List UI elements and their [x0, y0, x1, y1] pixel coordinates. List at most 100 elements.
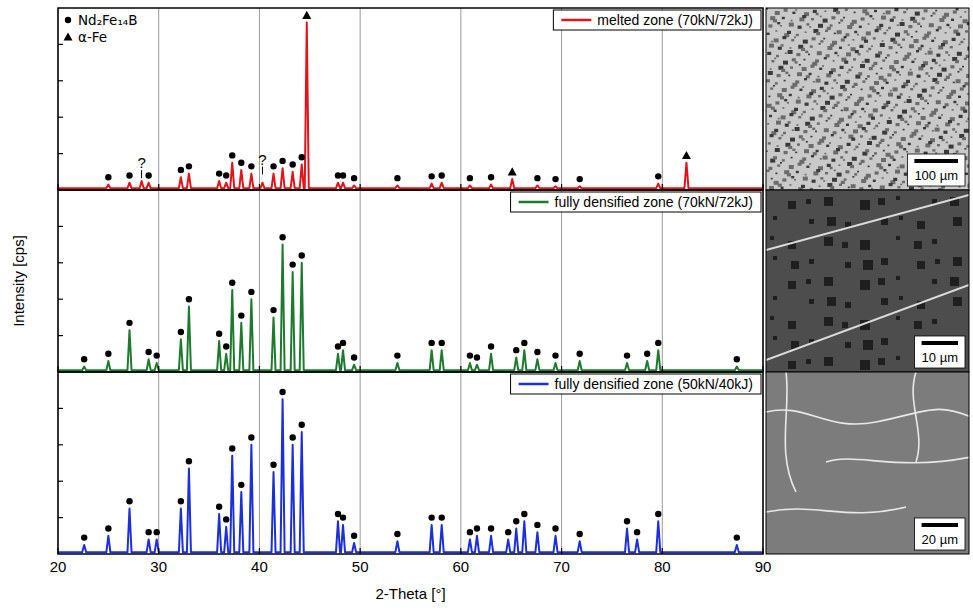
- phase-marker: [178, 329, 184, 335]
- grain: [860, 64, 865, 68]
- grain: [767, 52, 771, 55]
- phase-marker: [105, 525, 111, 531]
- grain: [811, 18, 814, 20]
- x-tick: [158, 184, 159, 190]
- grain: [789, 23, 794, 27]
- grain: [799, 64, 801, 66]
- micrograph-ground: [766, 190, 969, 372]
- grain: [865, 78, 867, 80]
- grain: [803, 177, 808, 181]
- grain: [788, 321, 796, 329]
- phase-marker: [299, 154, 305, 160]
- grain: [894, 131, 897, 133]
- grain: [946, 24, 949, 26]
- grain: [852, 157, 857, 161]
- grain: [944, 79, 947, 81]
- grain: [834, 33, 836, 35]
- grain: [906, 80, 910, 83]
- grain: [798, 163, 802, 166]
- grain: [816, 32, 820, 35]
- grain: [782, 159, 785, 161]
- grid-line: [561, 190, 562, 372]
- grain: [858, 53, 861, 55]
- grain: [871, 188, 873, 190]
- grain: [941, 43, 945, 46]
- grain: [847, 143, 851, 146]
- grain: [949, 145, 954, 149]
- grain: [824, 153, 826, 155]
- grain: [876, 92, 879, 94]
- phase-marker: [682, 151, 691, 159]
- grain: [854, 83, 858, 86]
- grain: [769, 115, 772, 117]
- grain: [931, 86, 935, 89]
- grain: [792, 149, 795, 151]
- grain: [802, 157, 806, 160]
- grain: [819, 185, 821, 187]
- grain: [862, 61, 864, 63]
- grain: [929, 114, 933, 117]
- grain: [809, 299, 814, 304]
- grain: [791, 39, 794, 41]
- grain: [842, 242, 848, 248]
- grain: [845, 9, 848, 11]
- y-tick: [58, 299, 63, 300]
- grain: [797, 72, 802, 76]
- grain: [868, 185, 871, 187]
- grain: [827, 164, 831, 167]
- x-tick: [762, 366, 763, 372]
- x-tick: [57, 366, 58, 372]
- grain: [813, 152, 817, 155]
- grain: [788, 75, 790, 77]
- grain: [879, 166, 883, 169]
- data-area: [58, 234, 763, 370]
- grain: [846, 52, 851, 56]
- grain: [875, 171, 879, 174]
- grain: [881, 338, 888, 345]
- grain: [894, 79, 896, 81]
- grain: [823, 38, 825, 40]
- grain: [943, 59, 945, 61]
- grain: [917, 23, 920, 25]
- legend-label: α-Fe: [78, 29, 107, 45]
- grain: [837, 173, 842, 177]
- grain: [878, 122, 880, 124]
- grain: [960, 41, 963, 43]
- grain: [960, 16, 962, 18]
- phase-marker: [238, 160, 244, 166]
- grain: [778, 184, 782, 187]
- grain: [801, 114, 803, 116]
- grain: [815, 131, 817, 133]
- grain: [784, 80, 786, 82]
- phase-marker: [534, 522, 540, 528]
- x-tick: [57, 548, 58, 554]
- grain: [892, 134, 894, 136]
- grain: [827, 27, 831, 30]
- grain: [899, 216, 903, 220]
- grain: [788, 50, 793, 54]
- legend: fully densified zone (70kN/72kJ): [511, 192, 761, 212]
- phase-marker: [216, 170, 222, 176]
- phase-marker: [154, 352, 160, 358]
- grain: [773, 85, 775, 87]
- phase-marker: [467, 529, 473, 535]
- phase-marker: [552, 176, 558, 182]
- grain: [825, 172, 828, 174]
- grid-line: [158, 372, 159, 554]
- grain: [768, 142, 771, 144]
- boundary: [913, 372, 919, 462]
- phase-marker: [279, 158, 285, 164]
- scale-bar-box: [915, 336, 965, 368]
- y-tick: [58, 262, 63, 263]
- grain: [864, 40, 868, 43]
- grain: [901, 137, 906, 141]
- grain: [861, 108, 864, 110]
- grain: [838, 93, 842, 96]
- grain: [889, 136, 892, 138]
- grain: [841, 110, 843, 112]
- phase-marker: [270, 307, 276, 313]
- grain: [937, 73, 942, 77]
- grain: [830, 186, 834, 189]
- grain: [896, 236, 900, 240]
- grain: [873, 37, 876, 39]
